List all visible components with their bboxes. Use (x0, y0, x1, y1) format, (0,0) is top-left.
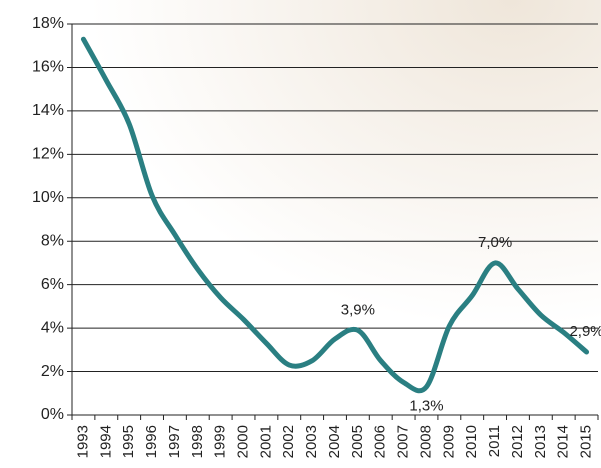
y-tick-label: 16% (32, 59, 64, 76)
x-tick-label: 1994 (97, 425, 114, 458)
x-tick-label: 1997 (166, 425, 183, 458)
y-tick-label: 12% (32, 146, 64, 163)
x-tick-label: 2003 (303, 425, 320, 458)
x-tick-label: 2002 (280, 425, 297, 458)
y-tick-label: 2% (41, 363, 64, 380)
x-tick-label: 1999 (212, 425, 229, 458)
y-tick-label: 18% (32, 15, 64, 32)
data-label: 1,3% (409, 398, 443, 415)
x-tick-label: 2007 (395, 425, 412, 458)
y-tick-label: 6% (41, 276, 64, 293)
data-label: 3,9% (341, 301, 375, 318)
x-tick-label: 2015 (578, 425, 595, 458)
line (80, 36, 590, 394)
y-tick-label: 10% (32, 189, 64, 206)
x-tick-label: 2008 (417, 425, 434, 458)
x-tick-label: 2004 (326, 425, 343, 458)
x-tick-label: 1993 (74, 425, 91, 458)
x-tick-label: 2010 (463, 425, 480, 458)
y-tick-label: 0% (41, 406, 64, 423)
x-tick-label: 2005 (349, 425, 366, 458)
x-tick-label: 1995 (120, 425, 137, 458)
x-tick-label: 1996 (143, 425, 160, 458)
x-tick-label: 2000 (234, 425, 251, 458)
x-tick-label: 2013 (532, 425, 549, 458)
x-tick-label: 2011 (486, 425, 503, 457)
y-tick-label: 8% (41, 232, 64, 249)
data-label: 2,9% (569, 323, 601, 340)
x-tick-label: 2001 (257, 425, 274, 458)
x-tick-label: 2012 (509, 425, 526, 458)
x-tick-label: 2009 (440, 425, 457, 458)
y-tick-label: 4% (41, 319, 64, 336)
x-tick-label: 1998 (189, 425, 206, 458)
x-tick-label: 2014 (555, 425, 572, 458)
data-label: 7,0% (478, 234, 512, 251)
y-tick-label: 14% (32, 102, 64, 119)
x-tick-label: 2006 (372, 425, 389, 458)
